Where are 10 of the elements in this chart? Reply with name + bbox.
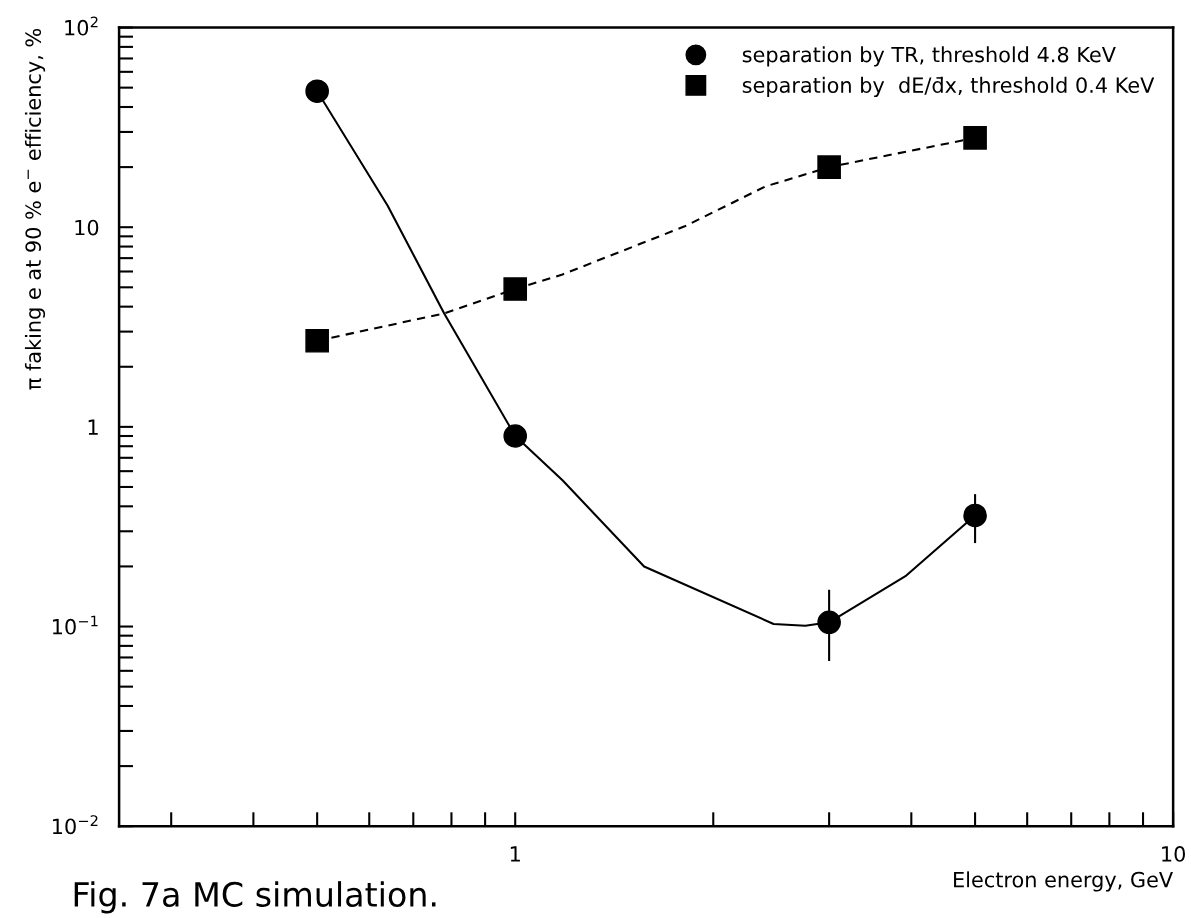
x-axis-title: Electron energy, GeV [954,871,1173,892]
legend-label: separation by TR, threshold 4.8 KeV [742,46,1116,67]
y-tick-label: 10 [75,219,99,236]
y-tick-label: 10$^{−1}$ [52,615,98,635]
caption: Fig. 7a MC simulation. [74,881,436,914]
y-tick-label: 1 [88,419,98,435]
y-axis-title: π faking e at 90 % e$^{−}$ efficiency, % [24,28,46,390]
y-tick-label: 10$^{−2}$ [52,815,98,835]
legend-label: separation by dE/d̄x, threshold 0.4 KeV [742,76,1155,98]
y-tick-label: 10$^{2}$ [65,16,98,36]
